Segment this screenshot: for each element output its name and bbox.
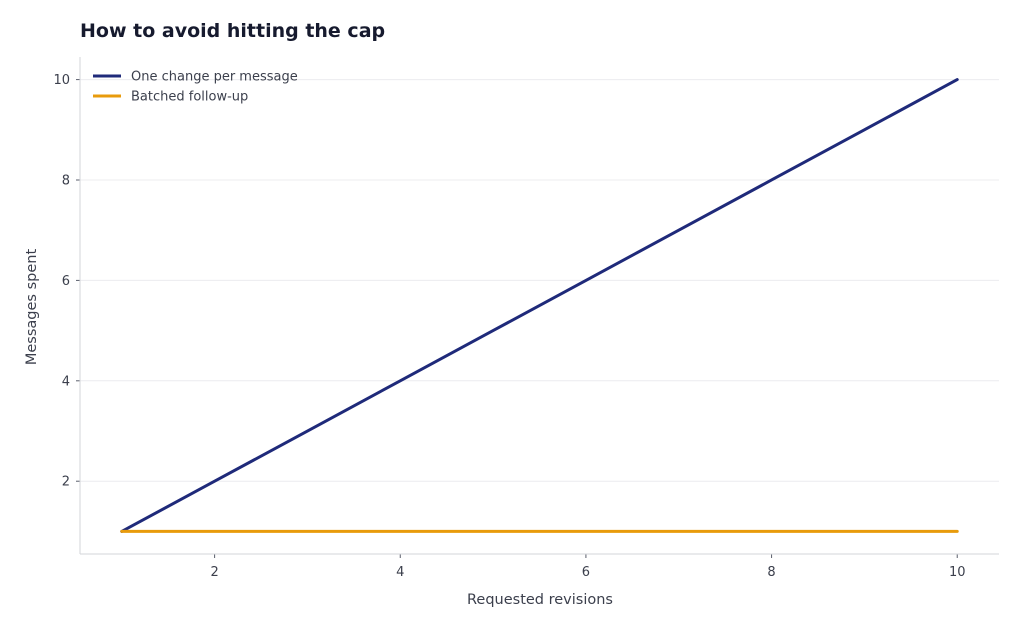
x-axis-label: Requested revisions <box>467 592 613 608</box>
series-line-1 <box>120 78 959 533</box>
y-axis-label: Messages spent <box>24 249 40 366</box>
chart-title: How to avoid hitting the cap <box>80 20 386 42</box>
y-tick-label: 4 <box>62 374 70 389</box>
x-tick-label: 6 <box>582 565 590 580</box>
axes <box>76 57 999 558</box>
y-tick-label: 2 <box>62 475 70 490</box>
x-tick-label: 4 <box>396 565 404 580</box>
series-lines <box>120 78 959 533</box>
x-tick-label: 10 <box>949 565 966 580</box>
tick-labels: 2 4 6 8 10 2 4 6 8 10 <box>53 73 965 580</box>
y-tick-label: 10 <box>53 73 70 88</box>
legend-label-2: Batched follow-up <box>131 90 248 105</box>
gridlines <box>80 79 999 482</box>
x-tick-label: 8 <box>767 565 775 580</box>
x-tick-label: 2 <box>210 565 218 580</box>
y-tick-label: 8 <box>62 173 70 188</box>
legend-label-1: One change per message <box>131 70 298 85</box>
y-tick-label: 6 <box>62 274 70 289</box>
legend: One change per message Batched follow-up <box>93 70 298 105</box>
